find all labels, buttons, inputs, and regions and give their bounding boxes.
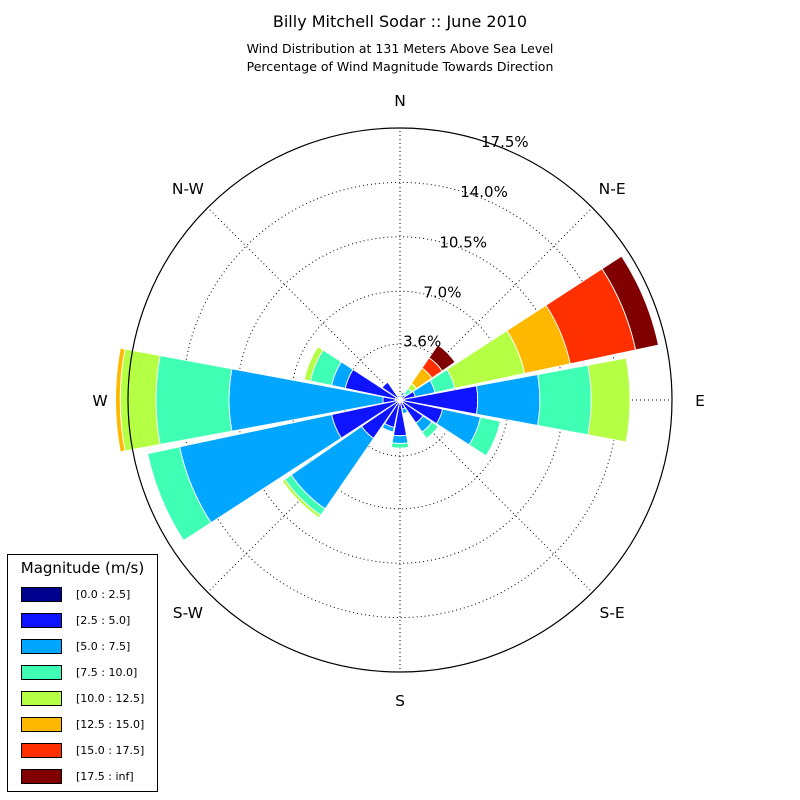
grid-spoke-3 <box>399 399 593 593</box>
direction-label-e: E <box>695 392 705 410</box>
direction-label-n-e: N-E <box>599 180 626 198</box>
legend-title: Magnitude (m/s) <box>20 559 145 577</box>
bar-s-bin-3 <box>390 442 410 449</box>
bar-e-bin-4 <box>587 357 631 443</box>
legend-label-7: [17.5 : inf] <box>76 770 134 783</box>
bar-wsw-bin-3 <box>147 446 212 542</box>
legend-swatch-5 <box>21 717 62 732</box>
legend-label-0: [0.0 : 2.5] <box>76 588 131 601</box>
direction-labels: N N-E E S-E S S-W W N-W <box>92 92 705 710</box>
bar-ne-bin-7 <box>428 344 456 372</box>
legend: Magnitude (m/s) [0.0 : 2.5] [2.5 : 5.0] [5… <box>7 554 158 792</box>
bar-w-bin-5 <box>115 347 126 453</box>
r-tick-label-4: 17.5% <box>481 133 529 151</box>
bar-ene-bin-7 <box>601 255 659 351</box>
direction-label-s-e: S-E <box>600 604 625 622</box>
wind-bars <box>115 255 659 542</box>
chart-subtitle-line2: Percentage of Wind Magnitude Towards Dir… <box>246 59 554 74</box>
bar-se-bin-3 <box>421 421 440 440</box>
r-tick-label-1: 7.0% <box>423 284 461 302</box>
bar-nnw-bin-1 <box>396 394 401 400</box>
legend-swatch-3 <box>21 665 62 680</box>
grid-spoke-1 <box>399 207 593 401</box>
chart-title: Billy Mitchell Sodar :: June 2010 <box>272 12 528 31</box>
r-tick-label-0: 3.6% <box>403 332 441 350</box>
direction-label-w: W <box>92 392 107 410</box>
legend-swatch-1 <box>21 613 62 628</box>
bar-ese-bin-3 <box>468 416 501 457</box>
direction-label-s-w: S-W <box>173 604 203 622</box>
direction-label-n: N <box>394 92 406 110</box>
legend-swatch-7 <box>21 769 62 784</box>
bar-w-bin-3 <box>155 355 233 445</box>
bar-ssw-bin-2 <box>381 422 395 433</box>
legend-label-6: [15.0 : 17.5] <box>76 744 145 757</box>
direction-label-n-w: N-W <box>172 180 204 198</box>
legend-label-2: [5.0 : 7.5] <box>76 640 131 653</box>
legend-swatch-6 <box>21 743 62 758</box>
bar-w-bin-4 <box>119 348 161 452</box>
bar-e-bin-3 <box>537 364 592 436</box>
legend-label-5: [12.5 : 15.0] <box>76 718 145 731</box>
legend-swatch-0 <box>21 587 62 602</box>
bar-nw-bin-1 <box>381 381 399 399</box>
legend-label-4: [10.0 : 12.5] <box>76 692 145 705</box>
legend-swatch-2 <box>21 639 62 654</box>
legend-label-1: [2.5 : 5.0] <box>76 614 131 627</box>
legend-label-3: [7.5 : 10.0] <box>76 666 138 679</box>
grid-spoke-7 <box>207 207 401 401</box>
direction-label-s: S <box>395 692 405 710</box>
bar-sw-bin-4 <box>281 478 322 519</box>
bar-s-bin-2 <box>391 434 409 444</box>
radial-tick-labels: 3.6% 7.0% 10.5% 14.0% 17.5% <box>403 133 529 351</box>
bar-wnw-bin-4 <box>303 346 324 382</box>
chart-subtitle-line1: Wind Distribution at 131 Meters Above Se… <box>246 41 554 56</box>
legend-swatch-4 <box>21 691 62 706</box>
r-tick-label-3: 14.0% <box>460 183 508 201</box>
outer-boundary-circle <box>127 127 673 673</box>
r-tick-label-2: 10.5% <box>439 233 487 251</box>
